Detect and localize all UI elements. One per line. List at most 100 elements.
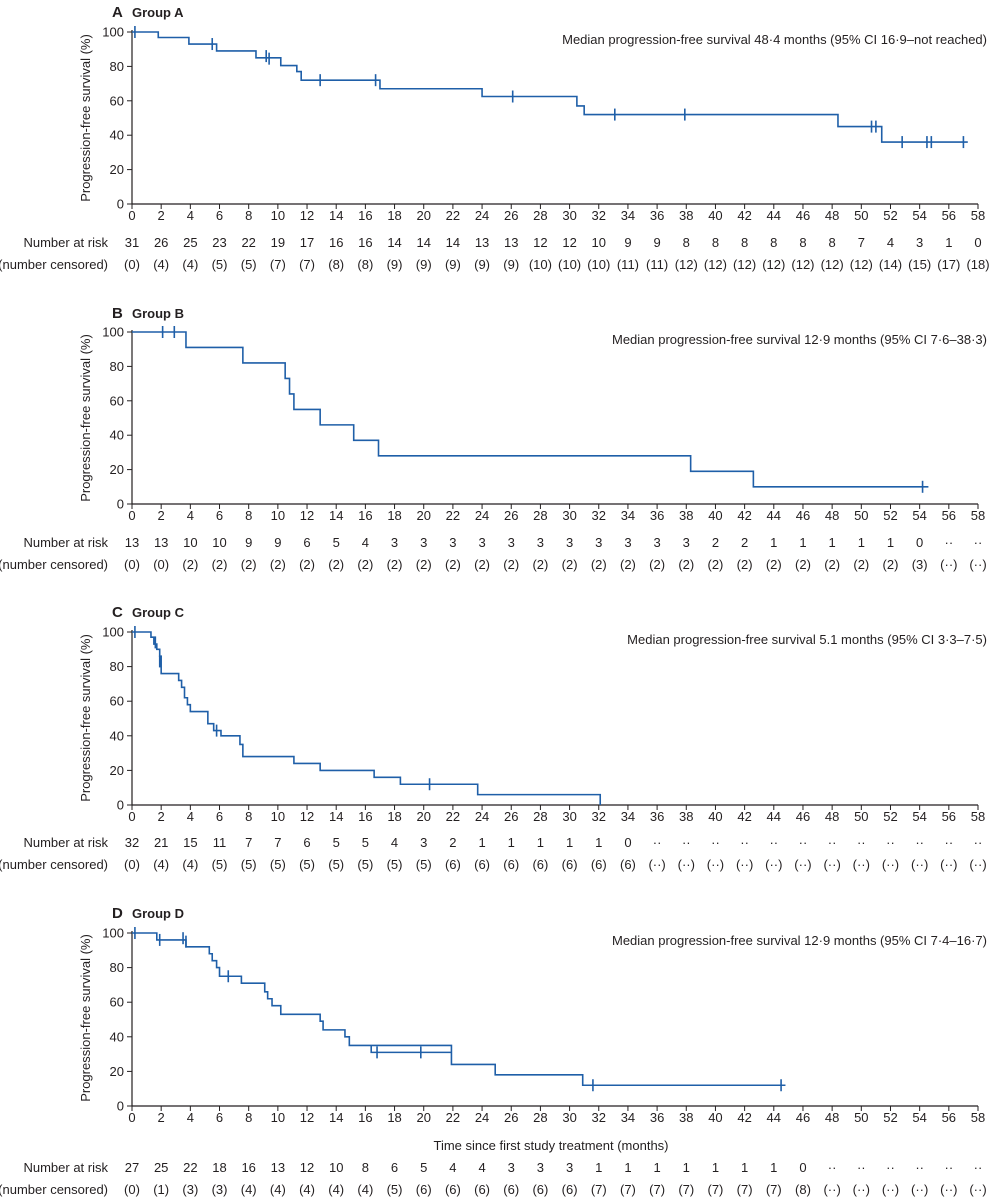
x-tick-label: 4 (187, 1110, 194, 1125)
x-tick-label: 4 (187, 508, 194, 523)
x-tick-label: 10 (271, 508, 285, 523)
censored-value: (12) (821, 257, 844, 272)
y-tick-label: 60 (110, 995, 124, 1010)
risk-value: 10 (329, 1160, 343, 1175)
y-tick-label: 100 (102, 625, 124, 640)
risk-value: ·· (857, 835, 866, 850)
x-tick-label: 58 (971, 1110, 985, 1125)
censored-value: (0) (124, 857, 140, 872)
risk-value: 0 (799, 1160, 806, 1175)
censored-value: (··) (911, 857, 928, 872)
x-tick-label: 38 (679, 508, 693, 523)
x-tick-label: 36 (650, 208, 664, 223)
risk-value: 1 (624, 1160, 631, 1175)
y-tick-label: 20 (110, 462, 124, 477)
x-tick-label: 20 (416, 508, 430, 523)
censored-value: (9) (445, 257, 461, 272)
x-tick-label: 46 (796, 208, 810, 223)
risk-value: 3 (683, 535, 690, 550)
x-tick-label: 44 (767, 809, 781, 824)
x-tick-label: 12 (300, 508, 314, 523)
risk-value: 19 (271, 235, 285, 250)
risk-value: 16 (358, 235, 372, 250)
risk-value: 13 (475, 235, 489, 250)
x-tick-label: 10 (271, 208, 285, 223)
censored-value: (4) (182, 857, 198, 872)
risk-value: ·· (653, 835, 662, 850)
risk-value: 1 (595, 1160, 602, 1175)
panel-letter: C (112, 604, 123, 621)
censored-value: (7) (649, 1182, 665, 1197)
y-tick-label: 60 (110, 393, 124, 408)
x-tick-label: 42 (737, 508, 751, 523)
censored-value: (0) (124, 557, 140, 572)
panel-title: Group C (132, 605, 185, 620)
y-tick-label: 40 (110, 128, 124, 143)
censored-value: (3) (212, 1182, 228, 1197)
x-tick-label: 12 (300, 1110, 314, 1125)
x-tick-label: 54 (912, 208, 926, 223)
risk-value: 1 (770, 1160, 777, 1175)
x-tick-label: 24 (475, 508, 489, 523)
risk-value: 11 (213, 835, 227, 850)
censored-value: (5) (241, 857, 257, 872)
x-tick-label: 16 (358, 1110, 372, 1125)
risk-value: 8 (712, 235, 719, 250)
risk-value: ·· (799, 835, 808, 850)
risk-row-label: Number at risk (23, 1160, 108, 1175)
x-tick-label: 52 (883, 508, 897, 523)
x-tick-label: 38 (679, 809, 693, 824)
y-tick-label: 40 (110, 1029, 124, 1044)
x-tick-label: 34 (621, 508, 635, 523)
y-axis-label: Progression-free survival (%) (78, 934, 93, 1102)
censored-value: (··) (940, 857, 957, 872)
y-tick-label: 80 (110, 659, 124, 674)
risk-value: 22 (183, 1160, 197, 1175)
x-tick-label: 32 (592, 508, 606, 523)
censored-value: (··) (882, 1182, 899, 1197)
risk-value: 1 (566, 835, 573, 850)
risk-value: 1 (887, 535, 894, 550)
x-tick-label: 30 (562, 508, 576, 523)
censored-value: (0) (153, 557, 169, 572)
x-tick-label: 26 (504, 508, 518, 523)
risk-value: 25 (183, 235, 197, 250)
censored-value: (6) (532, 857, 548, 872)
risk-value: 15 (183, 835, 197, 850)
survival-curve (132, 31, 968, 143)
risk-row-label: Number at risk (23, 235, 108, 250)
censored-value: (12) (791, 257, 814, 272)
risk-value: 3 (508, 1160, 515, 1175)
x-tick-label: 14 (329, 508, 343, 523)
censored-value: (2) (649, 557, 665, 572)
risk-row-label: Number at risk (23, 835, 108, 850)
x-tick-label: 4 (187, 208, 194, 223)
censored-value: (2) (853, 557, 869, 572)
risk-value: 3 (478, 535, 485, 550)
risk-value: ·· (740, 835, 749, 850)
risk-value: 8 (362, 1160, 369, 1175)
risk-row-label: Number at risk (23, 535, 108, 550)
censored-value: (10) (587, 257, 610, 272)
x-tick-label: 6 (216, 508, 223, 523)
censored-value: (2) (387, 557, 403, 572)
censored-value: (7) (766, 1182, 782, 1197)
censored-value: (2) (445, 557, 461, 572)
risk-value: 12 (300, 1160, 314, 1175)
risk-value: ·· (944, 835, 953, 850)
censored-value: (9) (503, 257, 519, 272)
x-tick-label: 0 (128, 208, 135, 223)
censored-row-label: (number censored) (0, 1182, 108, 1197)
x-tick-label: 28 (533, 809, 547, 824)
risk-value: 0 (916, 535, 923, 550)
risk-value: 3 (566, 1160, 573, 1175)
risk-value: ·· (769, 835, 778, 850)
x-tick-label: 32 (592, 809, 606, 824)
x-tick-label: 58 (971, 809, 985, 824)
risk-value: ·· (886, 835, 895, 850)
risk-value: 9 (624, 235, 631, 250)
censored-value: (··) (678, 857, 695, 872)
censored-value: (··) (969, 857, 986, 872)
risk-value: 13 (154, 535, 168, 550)
risk-value: 18 (212, 1160, 226, 1175)
